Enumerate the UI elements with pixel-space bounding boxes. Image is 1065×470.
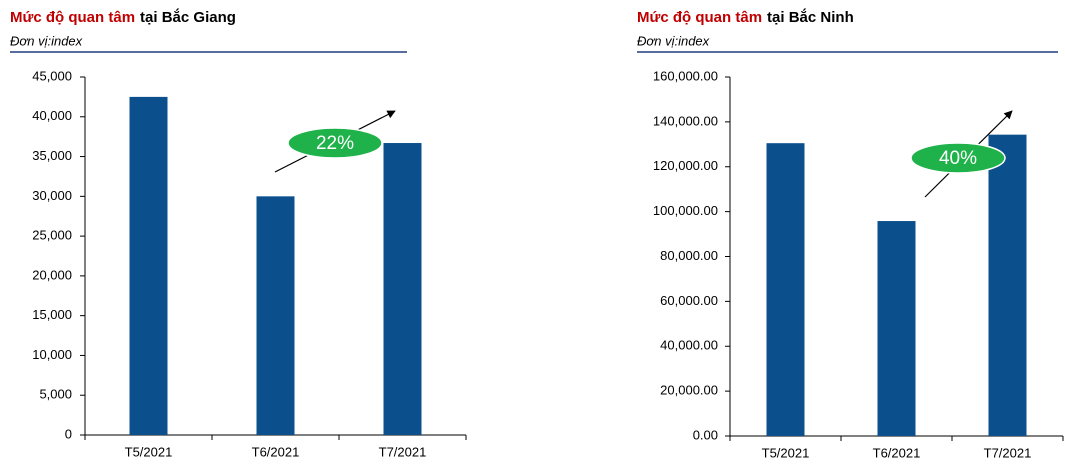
y-tick-label: 10,000 bbox=[32, 347, 72, 362]
annotation-badge bbox=[910, 142, 1006, 174]
x-tick-label: T6/2021 bbox=[252, 444, 300, 459]
bar bbox=[129, 96, 168, 435]
y-tick-label: 40,000 bbox=[32, 108, 72, 123]
x-tick-label: T7/2021 bbox=[984, 445, 1032, 460]
bar bbox=[766, 143, 805, 437]
y-tick-label: 25,000 bbox=[32, 228, 72, 243]
chart-title: Mức độ quan tâm tại Bắc Giang bbox=[10, 8, 236, 26]
y-tick-label: 0 bbox=[65, 426, 72, 441]
y-tick-label: 5,000 bbox=[39, 387, 72, 402]
y-tick-label: 160,000.00 bbox=[653, 68, 718, 83]
bar bbox=[256, 196, 295, 435]
x-tick-label: T5/2021 bbox=[762, 445, 810, 460]
bar bbox=[877, 221, 916, 436]
x-tick-label: T7/2021 bbox=[379, 444, 427, 459]
x-tick-label: T5/2021 bbox=[125, 444, 173, 459]
y-tick-label: 100,000.00 bbox=[653, 203, 718, 218]
y-tick-label: 60,000.00 bbox=[660, 293, 718, 308]
subtitle: Đơn vị:index bbox=[637, 33, 710, 48]
y-tick-label: 120,000.00 bbox=[653, 158, 718, 173]
title-part: Mức độ quan tâm bbox=[637, 9, 762, 26]
annotation: 40% bbox=[939, 148, 977, 169]
annotation-badge bbox=[287, 127, 383, 159]
subtitle: Đơn vị:index bbox=[10, 33, 83, 48]
y-tick-label: 20,000.00 bbox=[660, 383, 718, 398]
annotation: 22% bbox=[316, 133, 354, 154]
title-part: tại Bắc Ninh bbox=[767, 8, 854, 26]
bar bbox=[383, 143, 422, 435]
y-tick-label: 15,000 bbox=[32, 307, 72, 322]
chart-title: Mức độ quan tâm tại Bắc Ninh bbox=[637, 8, 854, 26]
y-tick-label: 140,000.00 bbox=[653, 113, 718, 128]
title-part: Mức độ quan tâm bbox=[10, 9, 135, 26]
x-tick-label: T6/2021 bbox=[873, 445, 921, 460]
y-tick-label: 80,000.00 bbox=[660, 248, 718, 263]
bar bbox=[988, 134, 1027, 436]
y-tick-label: 40,000.00 bbox=[660, 338, 718, 353]
y-tick-label: 30,000 bbox=[32, 188, 72, 203]
y-tick-label: 0.00 bbox=[693, 427, 718, 442]
y-tick-label: 45,000 bbox=[32, 68, 72, 83]
y-tick-label: 35,000 bbox=[32, 148, 72, 163]
title-part: tại Bắc Giang bbox=[140, 8, 236, 26]
y-tick-label: 20,000 bbox=[32, 267, 72, 282]
